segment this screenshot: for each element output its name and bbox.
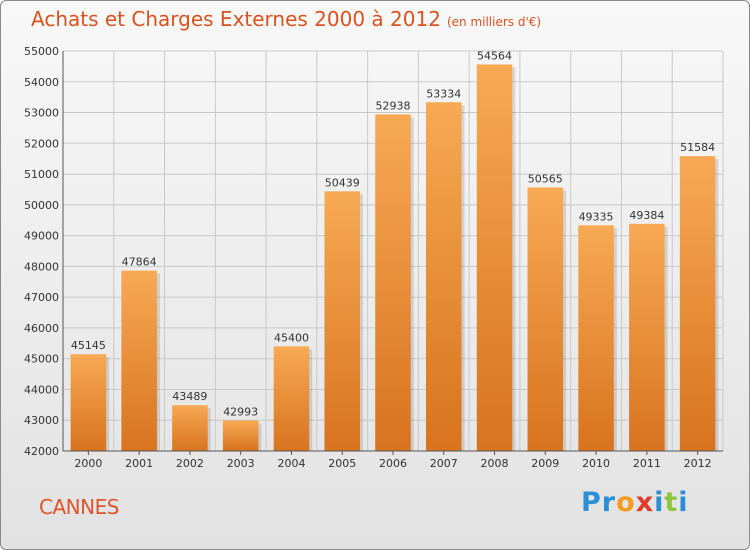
y-tick-label: 55000	[24, 45, 59, 58]
logo-letter: i	[654, 487, 665, 518]
x-tick-label: 2000	[74, 457, 102, 470]
x-tick-label: 2003	[227, 457, 255, 470]
bar	[172, 405, 208, 451]
city-label: CANNES	[39, 495, 119, 519]
y-tick-label: 48000	[24, 260, 59, 273]
bar-value-label: 51584	[680, 141, 715, 154]
x-tick-label: 2005	[328, 457, 356, 470]
logo-letter: o	[616, 487, 636, 518]
y-tick-label: 49000	[24, 230, 59, 243]
y-tick-label: 50000	[24, 199, 59, 212]
y-tick-label: 46000	[24, 322, 59, 335]
logo-letter: i	[678, 487, 689, 518]
bar-value-label: 43489	[172, 390, 207, 403]
logo-letter: t	[664, 487, 679, 518]
y-tick-label: 43000	[24, 414, 59, 427]
bar	[324, 191, 360, 452]
bar	[527, 187, 564, 451]
bar	[70, 354, 107, 451]
bar-value-label: 49335	[579, 210, 614, 223]
bar-value-label: 52938	[376, 99, 411, 112]
bar	[476, 64, 513, 451]
x-tick-label: 2011	[633, 457, 661, 470]
y-tick-label: 52000	[24, 137, 59, 150]
bar	[578, 225, 614, 451]
bar-value-label: 45400	[274, 331, 309, 344]
bar	[426, 102, 462, 451]
chart-title-text: Achats et Charges Externes 2000 à 2012	[31, 7, 441, 31]
bar-value-label: 47864	[122, 256, 157, 269]
chart-title: Achats et Charges Externes 2000 à 2012 (e…	[31, 7, 541, 31]
x-tick-label: 2006	[379, 457, 407, 470]
logo-letter: x	[635, 487, 655, 518]
x-tick-label: 2002	[176, 457, 204, 470]
y-tick-label: 51000	[24, 168, 59, 181]
bar-value-label: 50439	[325, 176, 360, 189]
bar-value-label: 49384	[629, 209, 664, 222]
y-tick-label: 44000	[24, 383, 59, 396]
chart-subtitle: (en milliers d'€)	[446, 15, 542, 29]
x-tick-label: 2004	[277, 457, 305, 470]
x-tick-label: 2001	[125, 457, 153, 470]
x-tick-label: 2012	[684, 457, 712, 470]
y-tick-label: 42000	[24, 445, 59, 458]
y-tick-label: 53000	[24, 107, 59, 120]
bar-value-label: 53334	[426, 87, 461, 100]
x-tick-label: 2009	[531, 457, 559, 470]
y-tick-label: 45000	[24, 353, 59, 366]
x-tick-label: 2008	[481, 457, 509, 470]
logo-letter: r	[601, 487, 617, 518]
bar	[375, 114, 411, 451]
bars: 45145 47864 43489 42993 45400 50439 52938 53334…	[70, 49, 719, 452]
logo-letter: P	[581, 487, 602, 518]
bar-value-label: 50565	[528, 172, 563, 185]
y-tick-label: 54000	[24, 76, 59, 89]
x-axis: 2000 2001 2002 2003 2004 2005 2006 2007 2008 2009…	[63, 450, 723, 470]
bar	[222, 420, 259, 451]
x-tick-label: 2010	[582, 457, 610, 470]
bar	[121, 270, 157, 451]
bar-value-label: 54564	[477, 49, 512, 62]
y-tick-label: 47000	[24, 291, 59, 304]
y-axis: 42000 43000 44000 45000 46000 47000 48000 49000…	[24, 45, 64, 458]
bar	[273, 346, 310, 451]
bar-value-label: 45145	[71, 339, 106, 352]
x-tick-label: 2007	[430, 457, 458, 470]
bar	[629, 223, 665, 451]
bar	[679, 156, 716, 451]
bar-value-label: 42993	[223, 405, 258, 418]
proxiti-logo: Proxiti	[581, 487, 689, 518]
